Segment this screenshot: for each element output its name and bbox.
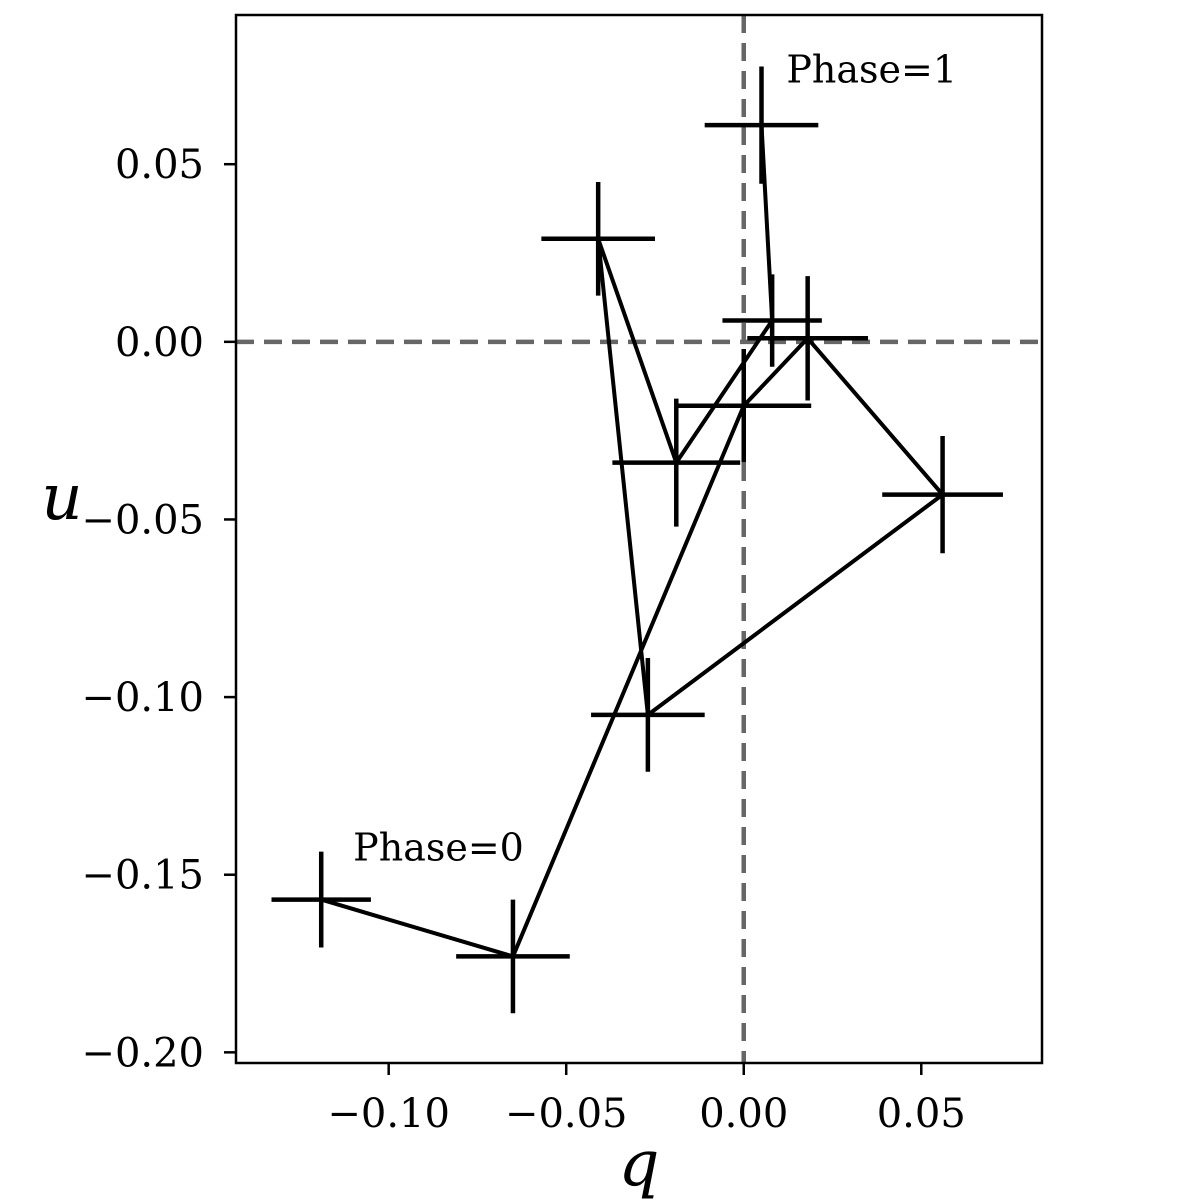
data-point — [541, 181, 655, 296]
x-tick-label: 0.00 — [699, 1091, 788, 1137]
phase-annotation: Phase=0 — [353, 826, 524, 870]
y-axis-ticks: −0.20 −0.15 −0.10 −0.05 0.00 0.05 — [81, 142, 236, 1076]
data-series — [271, 66, 1003, 1014]
data-point — [882, 435, 1003, 554]
data-point — [612, 398, 741, 527]
data-point — [591, 658, 705, 772]
x-axis-label: q — [619, 1127, 660, 1200]
phase-annotation: Phase=1 — [786, 47, 957, 91]
y-tick-label: 0.05 — [115, 142, 204, 188]
y-tick-label: −0.05 — [81, 497, 204, 543]
reference-lines — [236, 15, 1042, 1063]
data-point — [676, 348, 812, 463]
data-point — [722, 274, 822, 367]
y-tick-label: −0.10 — [81, 675, 204, 721]
data-point — [456, 899, 570, 1014]
y-axis-label: u — [41, 461, 82, 535]
series-line — [320, 125, 945, 959]
data-point — [747, 276, 869, 401]
annotations: Phase=0 Phase=1 — [353, 47, 957, 869]
y-tick-label: −0.20 — [81, 1030, 204, 1076]
x-tick-label: −0.05 — [505, 1091, 628, 1137]
y-tick-label: 0.00 — [115, 320, 204, 366]
data-point — [704, 66, 819, 184]
data-point — [271, 851, 371, 948]
plot-area — [236, 15, 1042, 1063]
y-tick-label: −0.15 — [81, 853, 204, 899]
x-tick-label: 0.05 — [877, 1091, 966, 1137]
x-tick-label: −0.10 — [327, 1091, 450, 1137]
x-axis-ticks: −0.10 −0.05 0.00 0.05 — [327, 1063, 966, 1137]
plot-frame — [234, 13, 1044, 1065]
